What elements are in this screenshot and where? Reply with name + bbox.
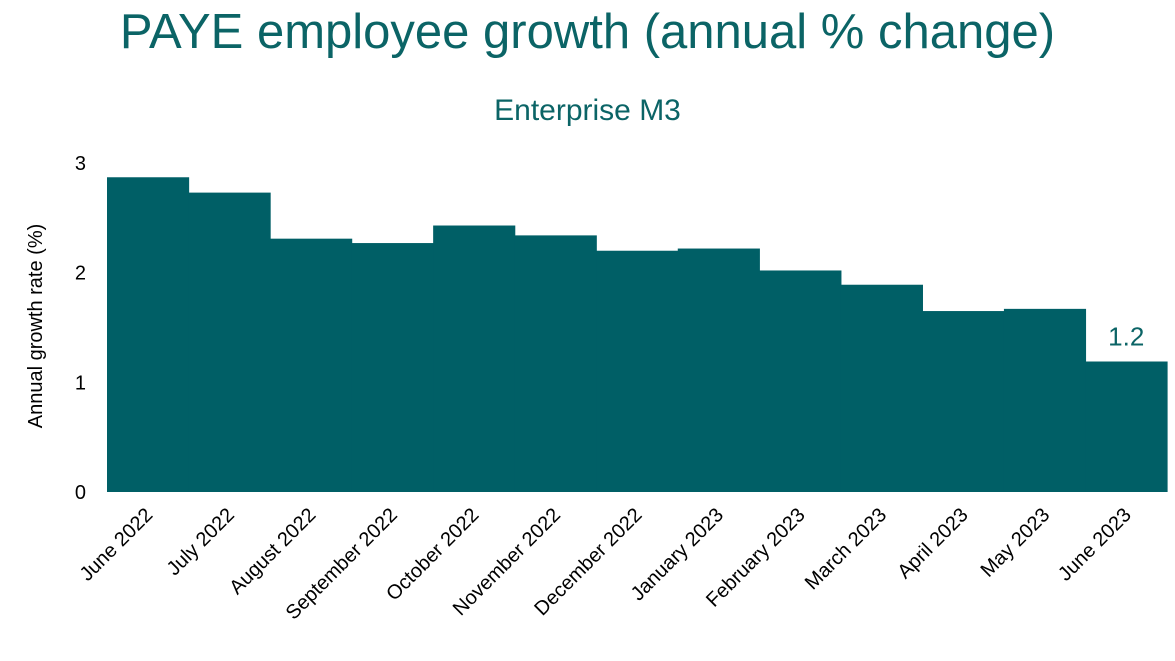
bar-january-2023 — [677, 248, 760, 492]
bars-group — [107, 177, 1168, 493]
x-tick-label: June 2023 — [1054, 504, 1136, 586]
bar-june-2023 — [1085, 361, 1168, 492]
bar-june-2022 — [107, 177, 190, 492]
y-tick-label: 0 — [75, 482, 86, 504]
y-tick-label: 2 — [75, 263, 86, 285]
y-axis-label: Annual growth rate (%) — [25, 224, 47, 429]
data-labels: 1.2 — [1108, 322, 1144, 352]
x-tick-label: April 2023 — [893, 504, 972, 583]
bar-september-2022 — [351, 243, 434, 492]
bar-may-2023 — [1003, 308, 1087, 492]
y-tick-labels: 0 1 2 3 — [75, 153, 86, 504]
bar-november-2022 — [514, 235, 597, 492]
bar-july-2022 — [188, 192, 271, 493]
y-tick-label: 1 — [75, 372, 86, 394]
bar-march-2023 — [840, 284, 923, 492]
bar-august-2022 — [270, 238, 353, 492]
chart-title: PAYE employee growth (annual % change) — [119, 5, 1056, 59]
data-label: 1.2 — [1108, 322, 1144, 352]
bar-april-2023 — [922, 311, 1005, 492]
x-tick-label: July 2022 — [163, 504, 239, 580]
bar-october-2022 — [433, 225, 516, 492]
x-tick-label: June 2022 — [76, 504, 158, 586]
bar-december-2022 — [596, 250, 679, 492]
bar-february-2023 — [759, 270, 842, 492]
chart-subtitle: Enterprise M3 — [494, 94, 681, 127]
y-tick-label: 3 — [75, 153, 86, 175]
x-tick-label: May 2023 — [977, 504, 1055, 582]
x-tick-label: March 2023 — [801, 504, 891, 594]
